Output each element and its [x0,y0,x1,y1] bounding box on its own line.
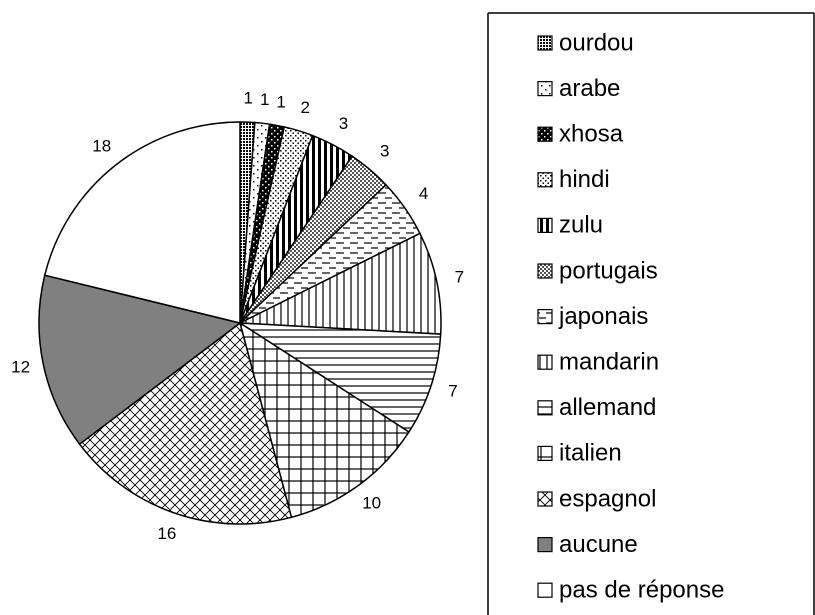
legend-swatch [537,445,553,461]
legend-label: japonais [558,303,648,330]
legend-frame [487,12,815,615]
pie-slice [38,274,242,446]
pie-slice [43,121,241,324]
pie-slice [238,321,410,519]
data-label: 2 [301,98,310,117]
legend-swatch [537,491,553,507]
legend-label: xhosa [559,121,624,148]
legend-swatch [537,263,553,279]
data-label: 7 [448,382,457,401]
legend-swatch [537,172,553,188]
data-label: 7 [455,267,464,286]
legend-label: ourdou [559,29,634,56]
legend-label: aucune [559,531,638,558]
legend-swatch [537,354,553,370]
data-label: 3 [339,114,348,133]
legend-label: hindi [559,166,610,193]
legend-label: italien [559,440,622,467]
legend-swatch [537,309,553,325]
legend-label: espagnol [559,485,656,512]
legend-swatch [537,80,553,97]
legend-swatch [537,126,553,142]
data-label: 3 [380,141,389,160]
data-label: 16 [157,524,176,543]
pie-slice [237,322,442,433]
pie-slice [237,232,442,335]
legend-swatch [537,217,553,233]
data-label: 18 [92,136,111,155]
legend-label: pas de réponse [559,577,724,604]
data-label: 1 [244,89,253,108]
legend-label: mandarin [559,349,659,376]
legend-swatch [537,400,553,416]
legend-label: arabe [559,75,620,102]
legend-label: allemand [559,394,656,421]
data-label: 1 [276,92,285,111]
legend-swatch [537,35,553,51]
pie-slice [78,321,293,525]
data-label: 1 [260,90,269,109]
data-label: 4 [419,184,428,203]
legend-swatch [537,582,553,598]
legend-label: zulu [559,212,603,239]
legend-label: portugais [559,257,658,284]
data-label: 10 [362,494,381,513]
legend-swatch [537,536,553,553]
data-label: 12 [11,358,30,377]
